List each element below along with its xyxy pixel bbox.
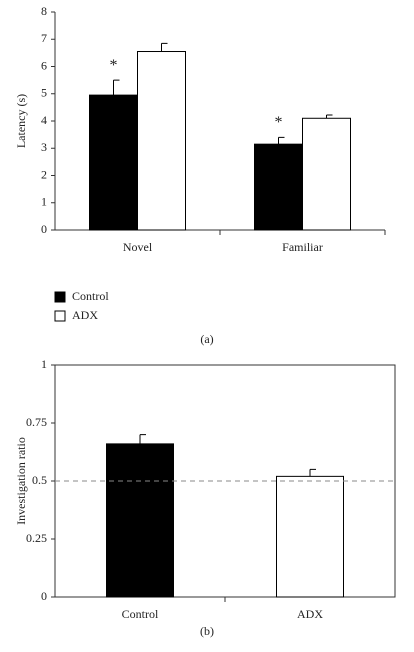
y-axis-label: Investigation ratio bbox=[14, 437, 28, 525]
y-tick-label: 5 bbox=[41, 86, 47, 100]
caption: (b) bbox=[200, 624, 214, 638]
y-tick-label: 2 bbox=[41, 167, 47, 181]
error-bar bbox=[161, 42, 168, 52]
legend-swatch bbox=[54, 291, 66, 303]
y-tick-label: 3 bbox=[41, 140, 47, 154]
bar bbox=[276, 475, 344, 598]
x-tick-label: Familiar bbox=[282, 240, 323, 254]
y-tick-label: 0.75 bbox=[26, 415, 47, 429]
x-tick-label: Control bbox=[122, 607, 159, 621]
bar bbox=[302, 117, 351, 231]
y-tick-label: 0.25 bbox=[26, 531, 47, 545]
legend-label: ADX bbox=[72, 308, 98, 322]
y-tick-label: 7 bbox=[41, 31, 47, 45]
error-bar bbox=[309, 468, 316, 477]
y-tick-label: 1 bbox=[41, 357, 47, 371]
annotation: * bbox=[110, 57, 118, 74]
error-bar bbox=[278, 136, 285, 145]
legend-swatch bbox=[54, 310, 66, 322]
y-tick-label: 0 bbox=[41, 589, 47, 603]
caption: (a) bbox=[200, 332, 213, 346]
y-tick-label: 1 bbox=[41, 195, 47, 209]
bar bbox=[137, 51, 186, 231]
x-tick-label: Novel bbox=[123, 240, 153, 254]
y-tick-label: 4 bbox=[41, 113, 47, 127]
y-tick-label: 0.5 bbox=[32, 473, 47, 487]
bar bbox=[106, 443, 174, 598]
y-tick-label: 0 bbox=[41, 222, 47, 236]
legend-label: Control bbox=[72, 289, 109, 303]
error-bar bbox=[139, 434, 146, 444]
annotation: * bbox=[275, 114, 283, 131]
bar bbox=[89, 94, 138, 231]
y-axis-label: Latency (s) bbox=[14, 94, 28, 148]
bar bbox=[254, 143, 303, 231]
error-bar bbox=[113, 79, 120, 96]
error-bar bbox=[326, 114, 333, 119]
y-tick-label: 8 bbox=[41, 4, 47, 18]
y-tick-label: 6 bbox=[41, 58, 47, 72]
x-tick-label: ADX bbox=[297, 607, 323, 621]
